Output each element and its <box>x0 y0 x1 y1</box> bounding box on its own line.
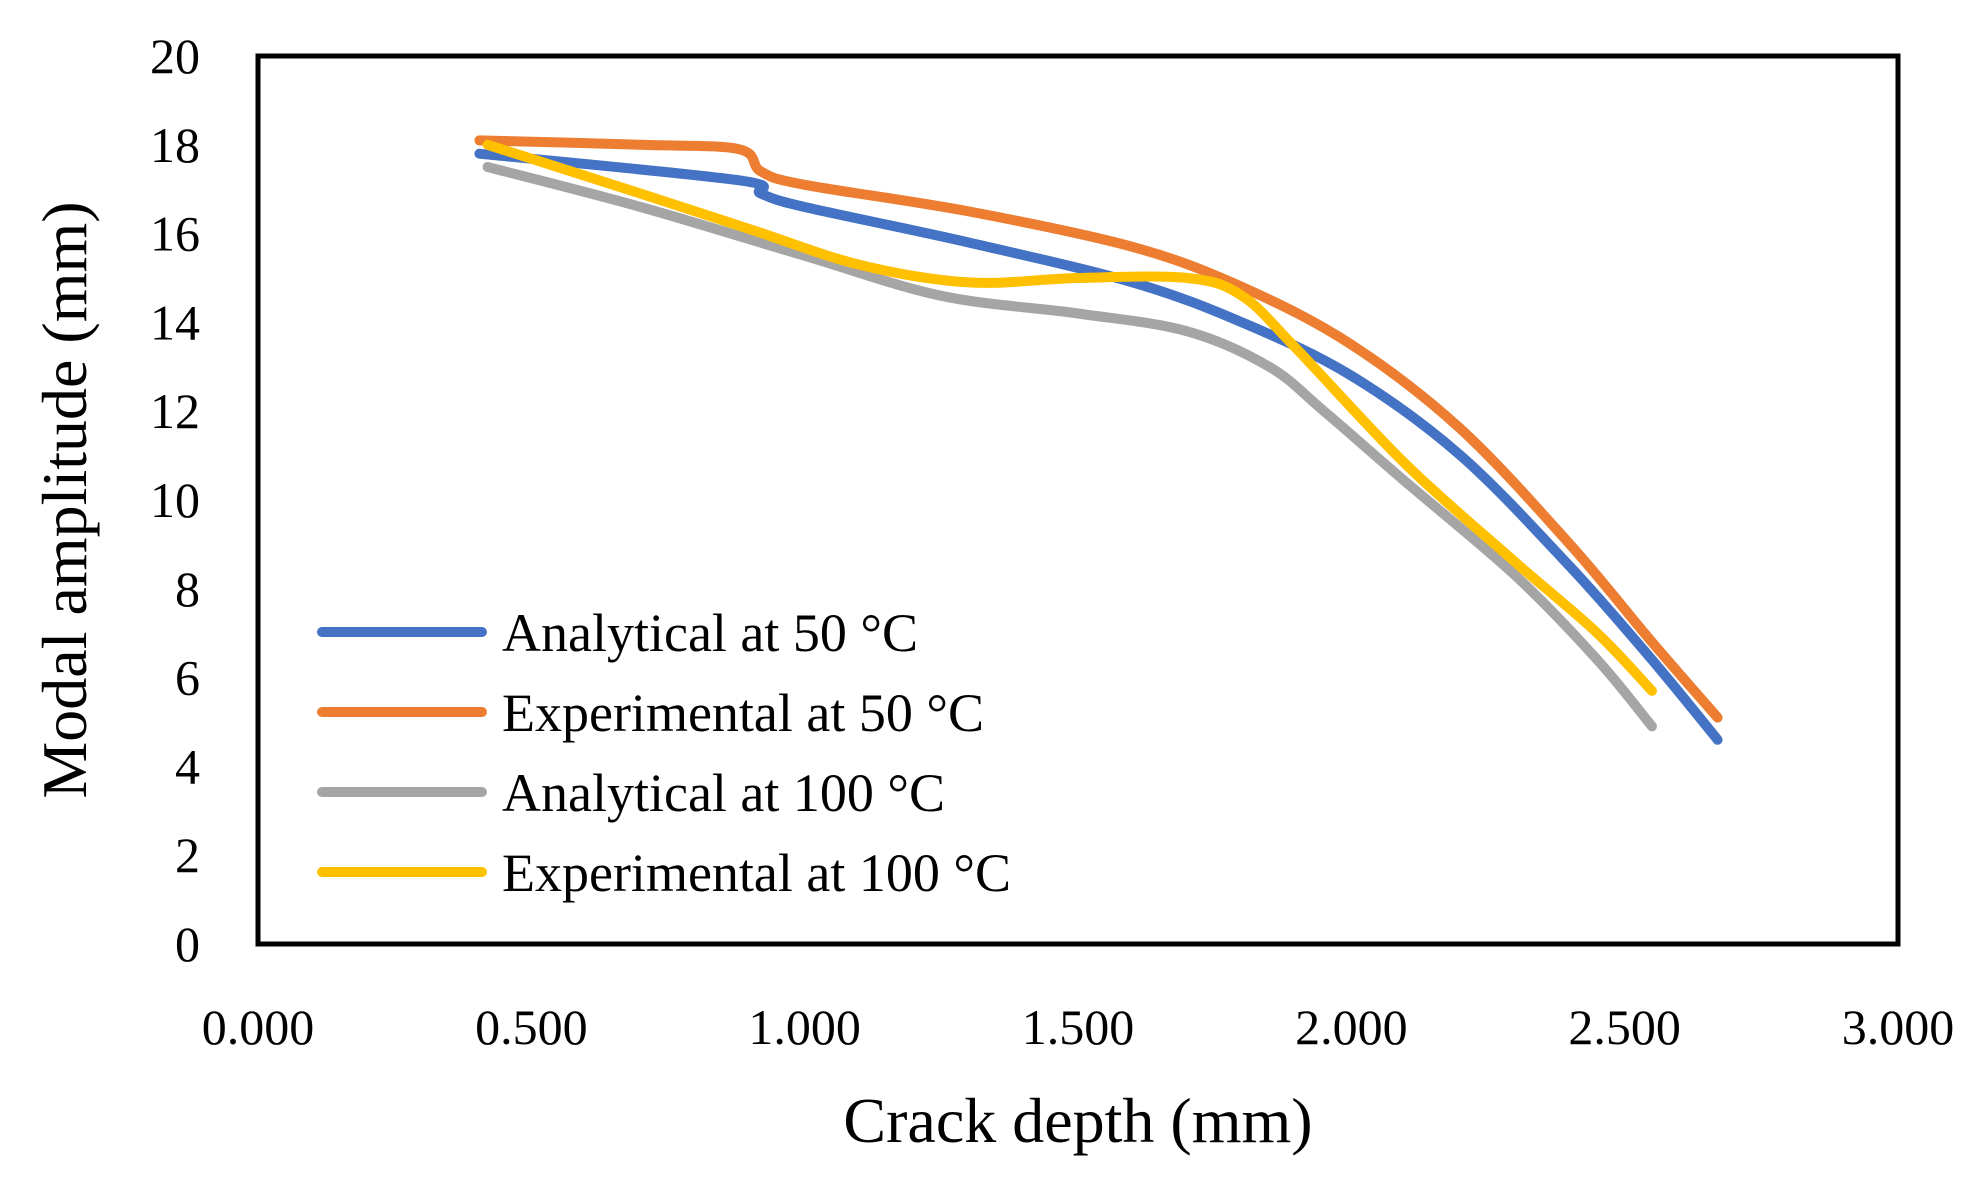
series-line-experimental-at-100-c <box>482 139 1657 696</box>
legend-label: Experimental at 50 °C <box>502 683 984 743</box>
x-tick-label: 1.500 <box>1022 999 1135 1055</box>
y-tick-label: 16 <box>150 206 200 262</box>
series-line-experimental-at-50-c <box>474 135 1723 723</box>
x-tick-label: 2.500 <box>1568 999 1681 1055</box>
y-axis-ticks: 0 2 4 6 8 10 12 14 16 18 20 <box>150 28 200 972</box>
legend-label: Experimental at 100 °C <box>502 843 1011 903</box>
y-tick-label: 18 <box>150 117 200 173</box>
y-tick-label: 20 <box>150 28 200 84</box>
y-tick-label: 10 <box>150 472 200 528</box>
y-axis-title: Modal amplitude (mm) <box>29 201 100 798</box>
y-tick-label: 4 <box>175 738 200 794</box>
series-layer <box>474 135 1723 745</box>
series-line-analytical-at-100-c <box>482 162 1657 732</box>
y-tick-label: 2 <box>175 827 200 883</box>
plot-area-frame <box>255 53 1901 947</box>
x-tick-label: 0.500 <box>475 999 588 1055</box>
x-tick-label: 1.000 <box>748 999 861 1055</box>
legend-label: Analytical at 50 °C <box>502 603 918 663</box>
y-tick-label: 14 <box>150 294 200 350</box>
x-axis-ticks: 0.000 0.500 1.000 1.500 2.000 2.500 3.000 <box>202 999 1955 1055</box>
y-tick-label: 12 <box>150 383 200 439</box>
legend: Analytical at 50 °C Experimental at 50 °C… <box>317 603 1011 903</box>
legend-label: Analytical at 100 °C <box>502 763 945 823</box>
y-tick-label: 8 <box>175 561 200 617</box>
series-line-analytical-at-50-c <box>474 148 1723 745</box>
x-tick-label: 3.000 <box>1842 999 1955 1055</box>
y-tick-label: 6 <box>175 650 200 706</box>
y-tick-label: 0 <box>175 916 200 972</box>
x-axis-title: Crack depth (mm) <box>843 1085 1312 1156</box>
x-tick-label: 2.000 <box>1295 999 1408 1055</box>
x-tick-label: 0.000 <box>202 999 315 1055</box>
